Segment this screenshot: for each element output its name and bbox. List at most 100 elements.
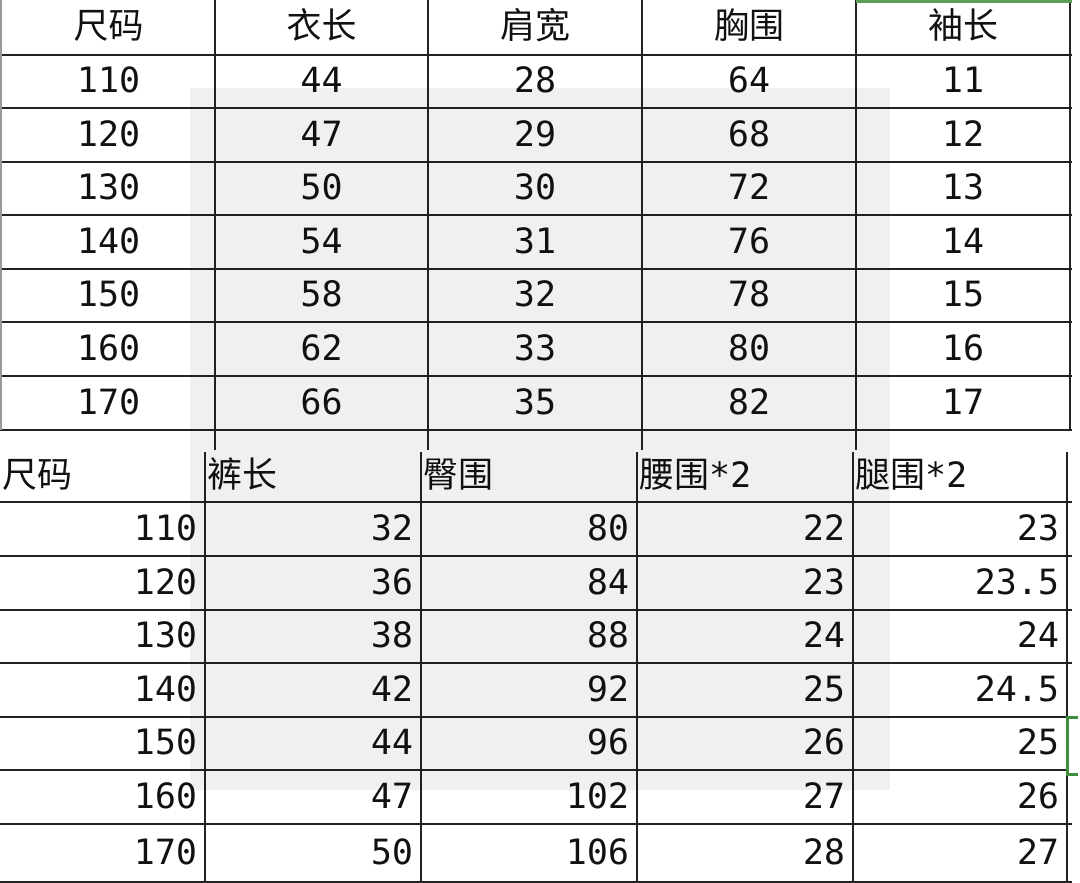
row-divider [0, 429, 1072, 431]
table-cell[interactable]: 54 [300, 221, 343, 262]
column-header[interactable]: 臀围 [423, 455, 494, 496]
table-cell[interactable]: 29 [513, 114, 557, 155]
table-cell[interactable]: 92 [586, 669, 629, 710]
table-cell[interactable]: 44 [370, 723, 413, 763]
table-cell[interactable]: 47 [370, 776, 413, 817]
row-divider [0, 823, 1072, 825]
left-border [0, 0, 2, 430]
column-header[interactable]: 肩宽 [499, 7, 570, 47]
table-cell[interactable]: 170 [133, 832, 197, 873]
selected-cell-marker[interactable] [1066, 716, 1078, 776]
table-cell[interactable]: 80 [586, 508, 629, 549]
column-header[interactable]: 衣长 [286, 7, 357, 47]
column-divider [641, 0, 643, 450]
table-cell[interactable]: 72 [727, 168, 771, 208]
table-cell[interactable]: 110 [76, 61, 141, 101]
column-divider [855, 0, 857, 450]
table-cell[interactable]: 96 [586, 723, 629, 763]
row-divider [0, 555, 1072, 557]
table-cell[interactable]: 110 [133, 508, 197, 549]
table-cell[interactable]: 130 [76, 168, 141, 208]
table-cell[interactable]: 11 [941, 61, 985, 101]
column-divider [420, 452, 422, 882]
table-cell[interactable]: 66 [300, 382, 343, 423]
table-cell[interactable]: 120 [133, 562, 197, 603]
table-cell[interactable]: 33 [513, 328, 557, 369]
row-divider [0, 716, 1072, 718]
table-cell[interactable]: 170 [76, 382, 141, 423]
table-cell[interactable]: 23.5 [974, 562, 1059, 603]
column-divider [214, 0, 216, 450]
column-header[interactable]: 尺码 [73, 7, 144, 47]
row-divider [0, 769, 1072, 771]
table-cell[interactable]: 38 [370, 616, 413, 656]
row-divider [0, 214, 1072, 216]
table-cell[interactable]: 24.5 [974, 669, 1059, 710]
table-cell[interactable]: 13 [941, 168, 985, 208]
table-cell[interactable]: 12 [941, 114, 985, 155]
table-cell[interactable]: 140 [133, 669, 197, 710]
table-cell[interactable]: 30 [513, 168, 557, 208]
table-cell[interactable]: 150 [133, 723, 197, 763]
table-cell[interactable]: 27 [802, 776, 845, 817]
table-cell[interactable]: 68 [727, 114, 771, 155]
table-cell[interactable]: 44 [300, 61, 343, 101]
row-divider [0, 609, 1072, 611]
table-cell[interactable]: 82 [727, 382, 771, 423]
table-cell[interactable]: 76 [727, 221, 771, 262]
column-header[interactable]: 裤长 [207, 455, 278, 496]
table-cell[interactable]: 25 [1016, 723, 1059, 763]
table-cell[interactable]: 130 [133, 616, 197, 656]
table-cell[interactable]: 31 [513, 221, 557, 262]
table-cell[interactable]: 28 [802, 832, 845, 873]
column-header[interactable]: 腿围*2 [855, 455, 968, 496]
table-cell[interactable]: 14 [941, 221, 985, 262]
row-divider [0, 662, 1072, 664]
table-cell[interactable]: 50 [300, 168, 343, 208]
row-divider [0, 321, 1072, 323]
table-cell[interactable]: 26 [802, 723, 845, 763]
table-cell[interactable]: 42 [370, 669, 413, 710]
column-header[interactable]: 尺码 [2, 455, 73, 496]
table-cell[interactable]: 160 [76, 328, 141, 369]
column-divider [204, 452, 206, 882]
table-cell[interactable]: 27 [1016, 832, 1059, 873]
table-cell[interactable]: 50 [370, 832, 413, 873]
column-header[interactable]: 袖长 [927, 7, 998, 47]
table-cell[interactable]: 80 [727, 328, 771, 369]
row-divider [0, 54, 1072, 56]
column-header[interactable]: 胸围 [713, 7, 784, 47]
table-cell[interactable]: 24 [802, 616, 845, 656]
table-cell[interactable]: 84 [586, 562, 629, 603]
column-divider [427, 0, 429, 450]
table-cell[interactable]: 24 [1016, 616, 1059, 656]
table-cell[interactable]: 150 [76, 275, 141, 315]
table-cell[interactable]: 15 [941, 275, 985, 315]
table-cell[interactable]: 120 [76, 114, 141, 155]
table-cell[interactable]: 62 [300, 328, 343, 369]
table-cell[interactable]: 32 [513, 275, 557, 315]
table-cell[interactable]: 140 [76, 221, 141, 262]
table-cell[interactable]: 160 [133, 776, 197, 817]
row-divider [0, 375, 1072, 377]
table-cell[interactable]: 23 [802, 562, 845, 603]
table-cell[interactable]: 16 [941, 328, 985, 369]
table-cell[interactable]: 58 [300, 275, 343, 315]
table-cell[interactable]: 35 [513, 382, 557, 423]
table-cell[interactable]: 36 [370, 562, 413, 603]
column-divider [1069, 0, 1071, 430]
table-cell[interactable]: 28 [513, 61, 557, 101]
table-cell[interactable]: 25 [802, 669, 845, 710]
table-cell[interactable]: 17 [941, 382, 985, 423]
table-cell[interactable]: 88 [586, 616, 629, 656]
table-cell[interactable]: 47 [300, 114, 343, 155]
table-cell[interactable]: 22 [802, 508, 845, 549]
table-cell[interactable]: 106 [565, 832, 629, 873]
table-cell[interactable]: 102 [565, 776, 629, 817]
table-cell[interactable]: 32 [370, 508, 413, 549]
table-cell[interactable]: 26 [1016, 776, 1059, 817]
column-header[interactable]: 腰围*2 [639, 455, 752, 496]
table-cell[interactable]: 64 [727, 61, 771, 101]
table-cell[interactable]: 78 [727, 275, 771, 315]
table-cell[interactable]: 23 [1016, 508, 1059, 549]
